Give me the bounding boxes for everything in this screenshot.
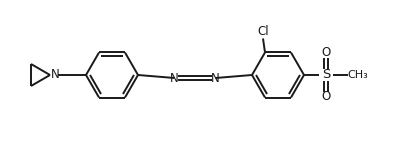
Text: N: N (211, 72, 220, 86)
Text: O: O (321, 90, 331, 104)
Text: S: S (322, 69, 330, 81)
Text: O: O (321, 46, 331, 60)
Text: N: N (51, 69, 59, 81)
Text: N: N (170, 72, 179, 86)
Text: Cl: Cl (257, 25, 269, 38)
Text: CH₃: CH₃ (348, 70, 368, 80)
